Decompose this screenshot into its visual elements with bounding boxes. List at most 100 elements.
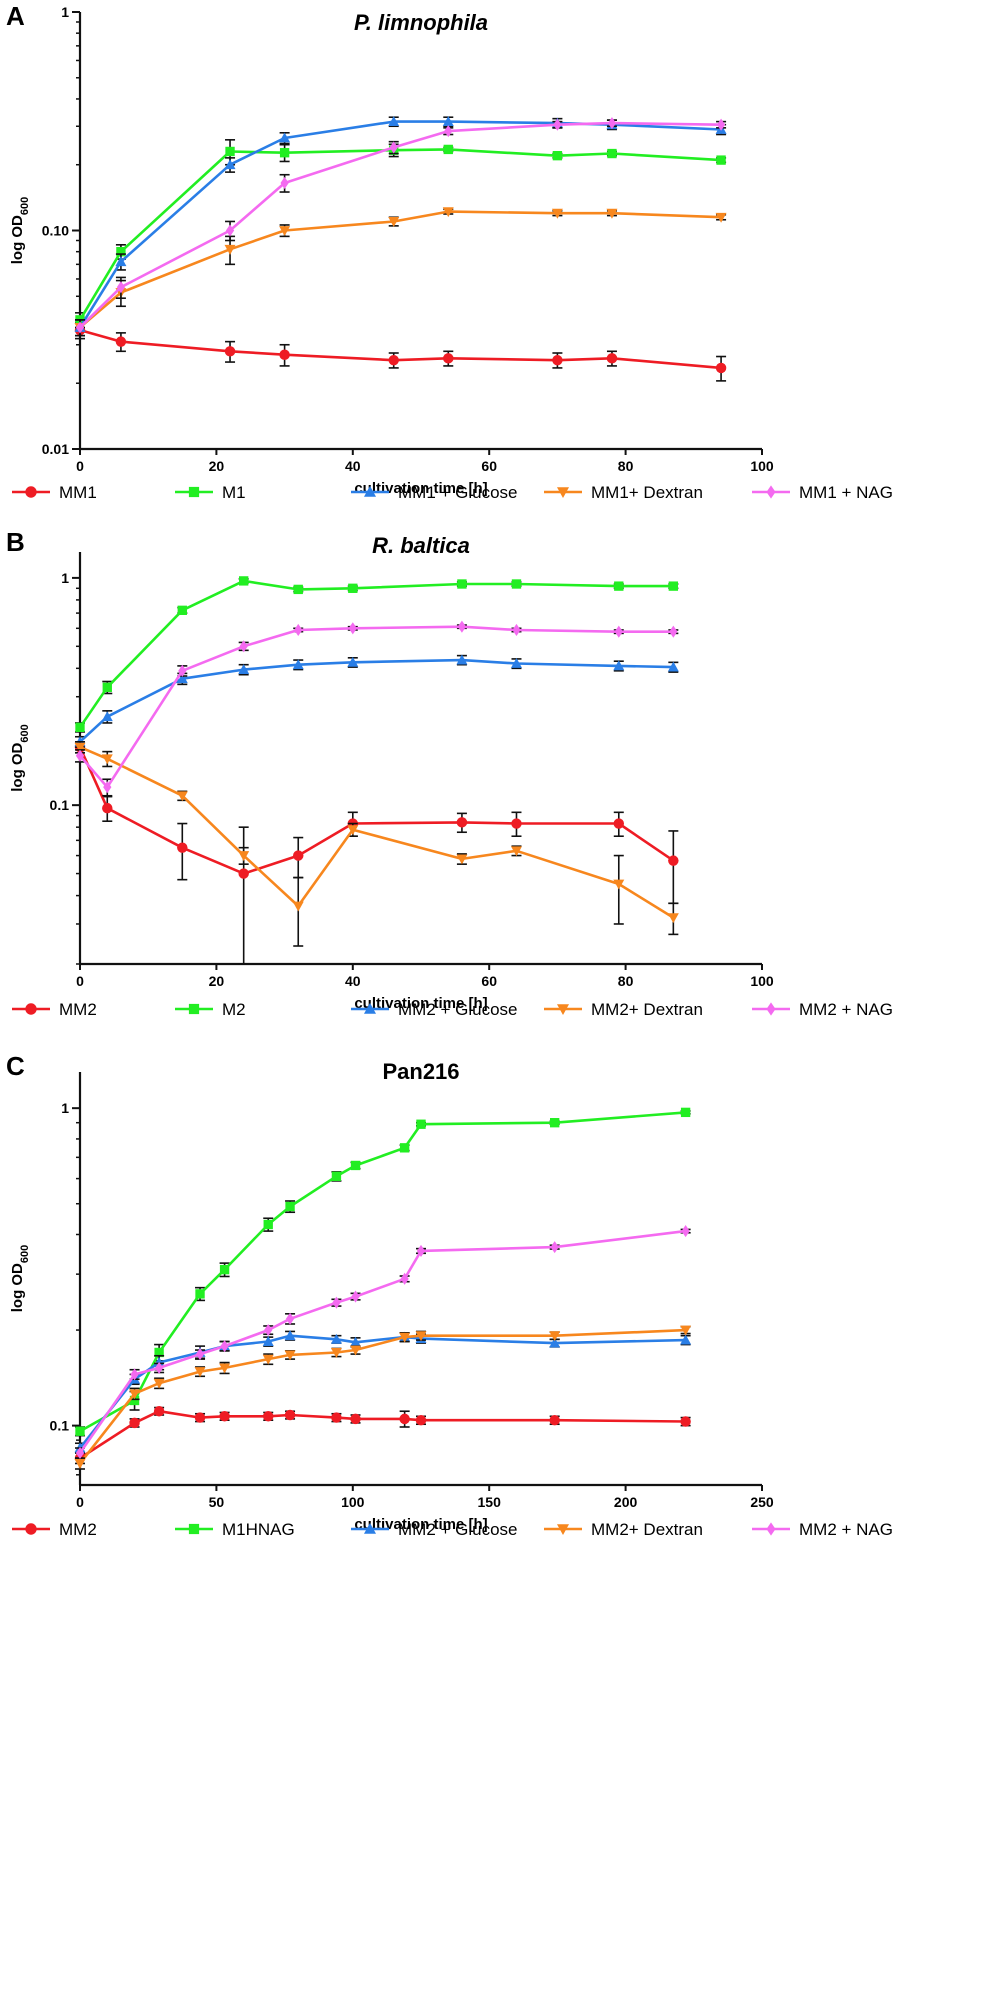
data-point — [388, 116, 400, 127]
data-point — [194, 1412, 206, 1423]
data-point — [512, 623, 521, 637]
panel-b-title: R. baltica — [372, 533, 470, 558]
data-point — [239, 640, 248, 653]
data-point — [613, 879, 625, 890]
data-point — [280, 176, 289, 190]
series-line — [79, 745, 674, 919]
data-point — [667, 913, 679, 924]
data-point — [115, 336, 127, 347]
data-point — [154, 1361, 164, 1374]
panel-c-x-tick-label: 100 — [341, 1494, 365, 1510]
panel-a-series-mm1 — [74, 321, 727, 382]
panel-a-legend-item: MM1 — [12, 483, 97, 502]
data-point — [348, 583, 358, 593]
data-point — [715, 362, 727, 374]
data-point — [681, 1225, 690, 1238]
data-point — [456, 854, 468, 865]
legend-label: MM1+ Dextran — [591, 483, 703, 502]
data-point — [75, 722, 85, 733]
legend-marker — [557, 1524, 569, 1535]
data-point — [195, 1348, 205, 1361]
data-point — [549, 1331, 561, 1342]
data-point — [225, 146, 235, 157]
legend-label: MM2 — [59, 1000, 97, 1019]
panel-a-title: P. limnophila — [354, 10, 488, 35]
legend-marker — [766, 485, 776, 499]
panel-c-x-tick-label: 0 — [76, 1494, 84, 1510]
data-point — [550, 1241, 559, 1254]
data-point — [279, 148, 290, 158]
data-point — [389, 141, 398, 154]
data-point — [238, 851, 250, 862]
data-point — [668, 581, 679, 591]
panel-c-legend-item: MM2 + Glucose — [351, 1520, 518, 1539]
panel-a-y-tick-label: 1 — [61, 4, 69, 20]
data-point — [416, 1244, 426, 1257]
data-point — [400, 1272, 409, 1285]
panel-a-series-mm1-nag — [75, 117, 727, 337]
data-point — [388, 217, 400, 227]
panel-a-series-m1 — [75, 139, 727, 329]
legend-marker — [25, 1003, 37, 1015]
data-point — [177, 605, 187, 615]
data-point — [680, 1325, 692, 1336]
series-line — [78, 579, 674, 729]
data-point — [442, 207, 454, 218]
panel-c-series-mm2-nag — [75, 1225, 691, 1460]
legend-marker — [188, 486, 200, 498]
series-line — [78, 1334, 686, 1449]
data-point — [715, 212, 727, 223]
series-line — [78, 148, 722, 321]
panel-a-x-tick-label: 40 — [345, 458, 361, 474]
data-point — [330, 1348, 342, 1358]
panel-a-x-tick-label: 100 — [750, 458, 774, 474]
panel-b-x-tick-label: 80 — [618, 973, 634, 989]
data-point — [549, 1414, 560, 1426]
legend-label: MM2 + Glucose — [398, 1000, 518, 1019]
data-point — [224, 159, 236, 170]
data-point — [331, 1171, 342, 1181]
legend-label: MM2 + NAG — [799, 1000, 893, 1019]
data-point — [552, 354, 563, 366]
data-point — [279, 349, 290, 360]
panel-b-x-tick-label: 20 — [209, 973, 225, 989]
data-point — [294, 623, 303, 637]
legend-marker — [364, 486, 376, 497]
panel-a-letter: A — [6, 1, 25, 31]
data-point — [75, 749, 85, 762]
data-point — [668, 855, 679, 866]
data-point — [669, 625, 678, 638]
data-point — [399, 1332, 411, 1343]
panel-b-y-tick-label: 0.1 — [50, 797, 70, 813]
data-point — [75, 1446, 85, 1460]
panel-b-y-axis-label: log OD600 — [9, 724, 31, 792]
panel-c-series-mm2-dextran — [74, 1325, 692, 1470]
data-point — [284, 1330, 296, 1341]
data-point — [279, 132, 291, 143]
data-point — [606, 353, 618, 364]
data-point — [553, 118, 562, 131]
legend-marker — [25, 486, 37, 498]
data-point — [74, 742, 86, 753]
legend-label: MM1 — [59, 483, 97, 502]
data-point — [350, 1160, 361, 1171]
panel-c-series-mm2-glucose — [74, 1330, 692, 1454]
data-point — [399, 1143, 410, 1153]
data-point — [284, 1350, 296, 1361]
series-line — [79, 210, 722, 329]
panel-b-series-mm2-glucose — [74, 654, 679, 748]
panel-b-x-tick-label: 60 — [481, 973, 497, 989]
data-point — [606, 208, 618, 219]
data-point — [415, 1414, 427, 1426]
panel-c-legend-item: MM2+ Dextran — [544, 1520, 703, 1539]
data-point — [347, 825, 359, 836]
data-point — [442, 116, 454, 127]
data-point — [351, 1290, 360, 1303]
data-point — [350, 1345, 362, 1356]
legend-marker — [364, 1523, 376, 1534]
data-point — [716, 155, 726, 165]
panel-b-series-m2 — [75, 576, 679, 733]
data-point — [103, 781, 112, 794]
series-line — [78, 1328, 686, 1465]
